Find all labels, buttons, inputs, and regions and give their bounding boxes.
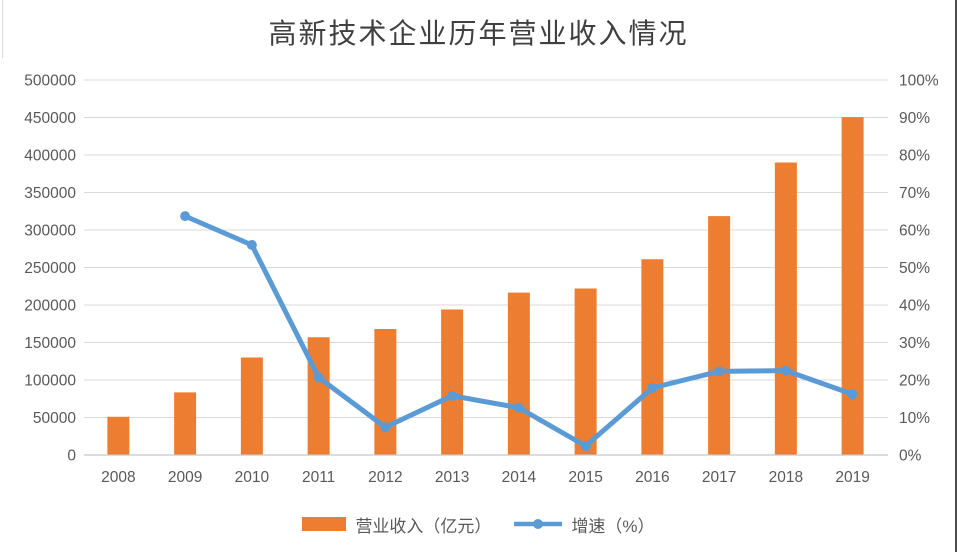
bar-2018 bbox=[774, 162, 797, 455]
x-axis-category-label: 2017 bbox=[702, 469, 736, 486]
growth-marker bbox=[647, 382, 658, 393]
legend-line-label: 增速（%） bbox=[571, 516, 655, 536]
bar-2019 bbox=[841, 117, 864, 455]
left-axis-tick-label: 400000 bbox=[24, 148, 76, 165]
x-axis-category-label: 2013 bbox=[435, 469, 469, 486]
right-axis-tick-label: 20% bbox=[899, 373, 930, 390]
bar-2009 bbox=[174, 392, 197, 455]
legend-bar-swatch-icon bbox=[302, 517, 347, 531]
growth-marker bbox=[847, 389, 858, 400]
bar-2010 bbox=[240, 357, 263, 455]
right-axis-tick-label: 30% bbox=[899, 335, 930, 352]
bar-2013 bbox=[441, 309, 464, 455]
growth-marker bbox=[780, 365, 791, 376]
right-axis-tick-label: 80% bbox=[899, 148, 930, 165]
x-axis-category-label: 2015 bbox=[568, 469, 602, 486]
left-axis-tick-label: 0 bbox=[67, 448, 76, 465]
left-axis-tick-label: 150000 bbox=[24, 335, 76, 352]
growth-marker bbox=[313, 372, 324, 383]
left-axis-tick-label: 500000 bbox=[24, 73, 76, 90]
left-edge-artifact-line bbox=[2, 0, 3, 58]
right-border-line bbox=[955, 0, 957, 552]
x-axis-category-label: 2019 bbox=[835, 469, 869, 486]
bar-2012 bbox=[374, 329, 397, 455]
left-axis-tick-label: 200000 bbox=[24, 298, 76, 315]
left-axis-tick-label: 50000 bbox=[33, 410, 76, 427]
x-axis-category-label: 2014 bbox=[502, 469, 537, 486]
right-axis-tick-label: 10% bbox=[899, 410, 930, 427]
growth-marker bbox=[246, 240, 257, 250]
right-axis-tick-label: 70% bbox=[899, 185, 930, 202]
x-axis-category-label: 2011 bbox=[302, 469, 335, 486]
left-axis-tick-label: 100000 bbox=[24, 373, 76, 390]
left-axis-tick-label: 250000 bbox=[24, 260, 76, 277]
bar-2014 bbox=[507, 292, 530, 455]
x-axis-category-label: 2016 bbox=[635, 469, 669, 486]
legend: 营业收入（亿元） 增速（%） bbox=[0, 510, 957, 538]
x-axis-category-label: 2018 bbox=[769, 469, 803, 486]
bar-2011 bbox=[307, 337, 330, 455]
growth-marker bbox=[380, 422, 391, 433]
growth-marker bbox=[447, 390, 458, 401]
growth-marker bbox=[714, 366, 725, 377]
growth-marker bbox=[580, 441, 591, 451]
bar-2015 bbox=[574, 288, 597, 455]
left-axis-tick-label: 300000 bbox=[24, 223, 76, 240]
left-axis-tick-label: 450000 bbox=[24, 110, 76, 127]
x-axis-category-label: 2008 bbox=[101, 469, 135, 486]
right-axis-tick-label: 40% bbox=[899, 298, 930, 315]
x-axis-category-label: 2010 bbox=[235, 469, 270, 486]
right-axis-tick-label: 60% bbox=[899, 223, 930, 240]
right-axis-tick-label: 50% bbox=[899, 260, 930, 277]
x-axis-category-label: 2012 bbox=[368, 469, 402, 486]
bar-2017 bbox=[708, 216, 731, 455]
legend-line-swatch-icon bbox=[513, 517, 563, 531]
chart-title: 高新技术企业历年营业收入情况 bbox=[268, 19, 689, 50]
growth-marker bbox=[180, 211, 191, 222]
left-axis-tick-label: 350000 bbox=[24, 185, 76, 202]
x-axis-category-label: 2009 bbox=[168, 469, 202, 486]
bar-2008 bbox=[107, 416, 130, 455]
legend-bar-label: 营业收入（亿元） bbox=[355, 516, 492, 536]
bar-2016 bbox=[641, 259, 664, 455]
right-axis-tick-label: 0% bbox=[899, 448, 922, 465]
right-axis-tick-label: 90% bbox=[899, 110, 930, 127]
growth-marker bbox=[513, 402, 524, 413]
right-axis-tick-label: 100% bbox=[899, 73, 939, 90]
